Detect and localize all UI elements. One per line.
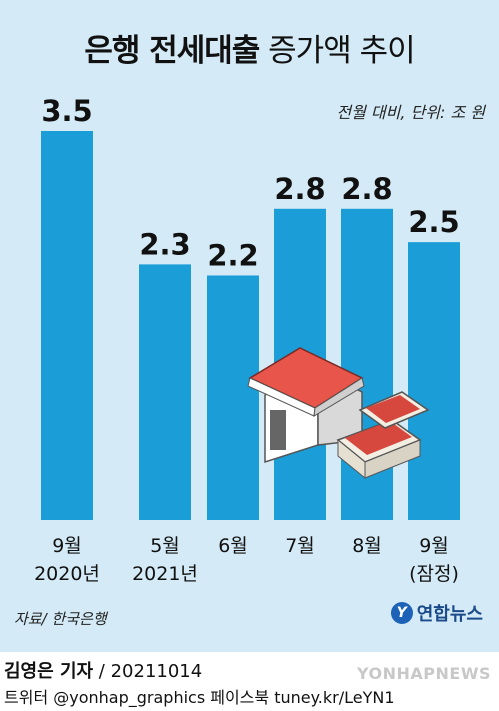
- x-tick-label-5-0: 9월: [419, 535, 449, 557]
- x-tick-label-5-1: (잠정): [409, 563, 459, 585]
- x-tick-label-0-0: 9월: [52, 535, 82, 557]
- brand-name: 연합뉴스: [416, 604, 483, 625]
- value-label-5: 2.5: [408, 205, 459, 239]
- value-label-0: 3.5: [41, 94, 92, 128]
- bar-5: [408, 242, 460, 520]
- x-tick-label-2-0: 6월: [218, 535, 248, 557]
- footer-credit: 김영은 기자 / 20211014: [4, 657, 202, 683]
- money-stack-illustration: [336, 391, 430, 480]
- title-bold: 은행 전세대출: [84, 33, 260, 69]
- brand-logo[interactable]: Y 연합뉴스: [390, 600, 483, 626]
- value-label-4: 2.8: [341, 172, 392, 206]
- x-tick-label-1-1: 2021년: [132, 563, 198, 585]
- value-label-1: 2.3: [139, 227, 190, 261]
- x-tick-label-0-1: 2020년: [34, 563, 100, 585]
- reporter-name: 김영은 기자: [4, 661, 94, 682]
- yonhap-logo-icon: Y: [390, 602, 413, 624]
- bar-chart: 3.5 2.3 2.2 2.8 2.8 2.5 9월 2020년 5월 2021년 6월 7월 8월 9…: [34, 94, 460, 585]
- x-tick-label-1-0: 5월: [150, 535, 180, 557]
- bar-2: [207, 275, 259, 520]
- source-label: 자료/ 한국은행: [14, 610, 107, 628]
- bar-1: [139, 264, 191, 520]
- footer-social: 트위터 @yonhap_graphics 페이스북 tuney.kr/LeYN1: [4, 688, 395, 707]
- footer-date: / 20211014: [93, 661, 203, 682]
- bar-0: [41, 131, 93, 520]
- watermark: YONHAPNEWS: [357, 664, 491, 683]
- unit-note: 전월 대비, 단위: 조 원: [336, 103, 485, 122]
- value-label-3: 2.8: [274, 172, 325, 206]
- chart-title: 은행 전세대출 증가액 추이: [0, 25, 499, 70]
- title-light: 증가액 추이: [268, 33, 415, 69]
- x-tick-label-4-0: 8월: [352, 535, 382, 557]
- x-tick-label-3-0: 7월: [285, 535, 315, 557]
- value-label-2: 2.2: [207, 238, 258, 272]
